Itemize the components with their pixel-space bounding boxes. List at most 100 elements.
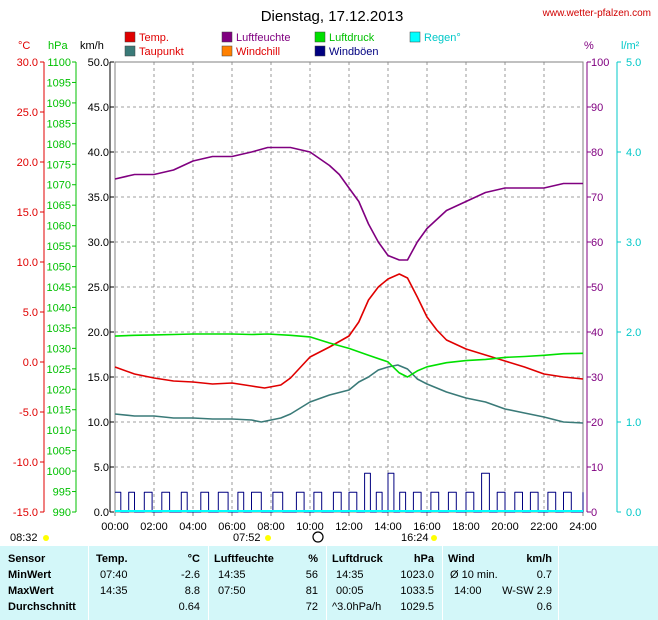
humidity-axis-tick-label: 100: [591, 57, 609, 69]
x-tick-label: 22:00: [530, 521, 558, 533]
humidity-axis-tick-label: 80: [591, 147, 603, 159]
stats-header-temp-unit: °C: [187, 553, 200, 565]
pressure-axis-tick-label: 1010: [47, 425, 71, 437]
x-tick-label: 02:00: [140, 521, 168, 533]
temp-axis-tick-label: 0.0: [23, 357, 38, 369]
stats-table: Sensor Temp. °C Luftfeuchte % Luftdruck …: [0, 546, 658, 620]
stats-header-pressure-unit: hPa: [413, 553, 434, 565]
stats-min-wind-time: Ø 10 min.: [450, 569, 498, 581]
series-line: [114, 364, 584, 424]
stats-avg-pressure-trend: ^3.0hPa/h: [332, 601, 382, 613]
pressure-axis-tick-label: 1040: [47, 302, 71, 314]
x-tick-label: 06:00: [218, 521, 246, 533]
temp-axis-tick-label: 30.0: [17, 57, 38, 69]
wind-axis-tick-label: 45.0: [88, 102, 109, 114]
stats-row-min-label: MinWert: [8, 569, 52, 581]
pressure-axis-tick-label: 1100: [47, 57, 71, 69]
series-line: [114, 273, 584, 389]
x-tick-label: 14:00: [374, 521, 402, 533]
stats-min-temp-value: -2.6: [181, 569, 200, 581]
stats-min-humidity-value: 56: [305, 569, 318, 581]
stats-avg-humidity-value: 72: [305, 601, 318, 613]
wind-axis-tick-label: 35.0: [88, 192, 109, 204]
stats-min-wind-value: 0.7: [536, 569, 552, 581]
x-tick-label: 08:00: [257, 521, 285, 533]
stats-avg-pressure-value: 1029.5: [400, 601, 434, 613]
stats-max-humidity-value: 81: [305, 585, 318, 597]
temp-axis-tick-label: 25.0: [17, 107, 38, 119]
pressure-axis-tick-label: 995: [53, 487, 71, 499]
temp-axis-tick-label: -5.0: [19, 407, 38, 419]
sunrise-time: 08:32: [10, 532, 38, 544]
pressure-axis-tick-label: 1035: [47, 323, 71, 335]
stats-max-pressure-time: 00:05: [336, 585, 364, 597]
pressure-axis-tick-label: 990: [53, 507, 71, 519]
rain-axis-tick-label: 3.0: [626, 237, 641, 249]
humidity-axis-tick-label: 50: [591, 282, 603, 294]
stats-max-pressure-value: 1033.5: [400, 585, 434, 597]
wind-axis-tick-label: 20.0: [88, 327, 109, 339]
legend-label: Temp.: [139, 32, 169, 44]
pressure-axis-tick-label: 1045: [47, 282, 71, 294]
pressure-axis-tick-label: 1050: [47, 262, 71, 274]
temp-axis-tick-label: 20.0: [17, 157, 38, 169]
x-tick-label: 04:00: [179, 521, 207, 533]
x-tick-label: 00:00: [101, 521, 129, 533]
rain-axis-tick-label: 1.0: [626, 417, 641, 429]
pressure-unit-label: hPa: [48, 40, 68, 52]
pressure-axis-tick-label: 1055: [47, 241, 71, 253]
sun-icon: [265, 535, 271, 541]
humidity-axis-tick-label: 10: [591, 462, 603, 474]
wind-axis-tick-label: 50.0: [88, 57, 109, 69]
x-tick-label: 16:00: [413, 521, 441, 533]
temp-unit-label: °C: [18, 40, 30, 52]
stats-avg-wind-value: 0.6: [536, 601, 552, 613]
legend-swatch: [124, 45, 136, 57]
pressure-axis-tick-label: 1020: [47, 384, 71, 396]
rain-axis-tick-label: 5.0: [626, 57, 641, 69]
stats-header-wind-unit: km/h: [526, 553, 552, 565]
humidity-axis-tick-label: 0: [591, 507, 597, 519]
temp-axis-tick-label: 15.0: [17, 207, 38, 219]
x-tick-label: 24:00: [569, 521, 597, 533]
pressure-axis-tick-label: 1030: [47, 343, 71, 355]
wind-axis-tick-label: 40.0: [88, 147, 109, 159]
humidity-axis-tick-label: 20: [591, 417, 603, 429]
x-tick-label: 20:00: [491, 521, 519, 533]
humidity-axis-tick-label: 90: [591, 102, 603, 114]
temp-axis-tick-label: 5.0: [23, 307, 38, 319]
source-label: www.wetter-pfalzen.com: [542, 8, 651, 19]
sunset-time: 16:24: [401, 532, 429, 544]
stats-max-wind-time: 14:00: [454, 585, 482, 597]
stats-min-pressure-time: 14:35: [336, 569, 364, 581]
pressure-axis-tick-label: 1090: [47, 98, 71, 110]
legend-label: Windböen: [329, 46, 379, 58]
temp-axis-tick-label: 10.0: [17, 257, 38, 269]
legend-label: Windchill: [236, 46, 280, 58]
humidity-axis-tick-label: 40: [591, 327, 603, 339]
rain-axis-tick-label: 4.0: [626, 147, 641, 159]
legend-swatch: [221, 45, 233, 57]
stats-avg-temp-value: 0.64: [178, 601, 200, 613]
pressure-axis-tick-label: 1095: [47, 77, 71, 89]
pressure-axis-tick-label: 1060: [47, 221, 71, 233]
wind-axis-tick-label: 0.0: [94, 507, 109, 519]
sun-icon: [43, 535, 49, 541]
stats-max-temp-value: 8.8: [184, 585, 200, 597]
series-line: [114, 333, 584, 378]
rain-axis-tick-label: 0.0: [626, 507, 641, 519]
legend-swatch: [409, 31, 421, 43]
humidity-unit-label: %: [584, 40, 594, 52]
legend-swatch: [314, 31, 326, 43]
legend-label: Taupunkt: [139, 46, 184, 58]
temp-axis-tick-label: -10.0: [13, 457, 38, 469]
stats-min-temp-time: 07:40: [100, 569, 128, 581]
legend-swatch: [221, 31, 233, 43]
wind-axis-tick-label: 5.0: [94, 462, 109, 474]
legend-swatch: [314, 45, 326, 57]
x-tick-label: 18:00: [452, 521, 480, 533]
wind-axis-tick-label: 25.0: [88, 282, 109, 294]
humidity-axis-tick-label: 70: [591, 192, 603, 204]
pressure-axis-tick-label: 1000: [47, 466, 71, 478]
stats-min-humidity-time: 14:35: [218, 569, 246, 581]
